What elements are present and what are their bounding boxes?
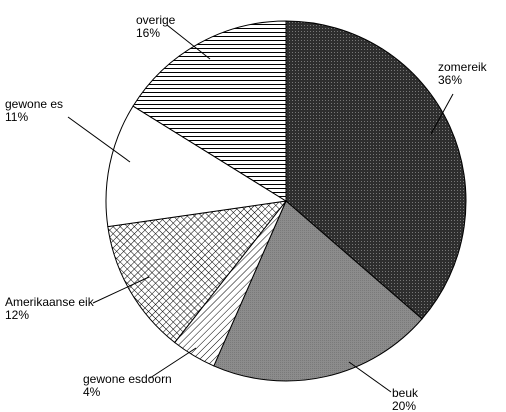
slice-name-label: overige <box>136 13 176 27</box>
slice-name-label: zomereik <box>438 60 488 74</box>
leader-line <box>430 93 454 135</box>
slice-name-label: gewone esdoorn <box>83 372 172 386</box>
slice-name-label: Amerikaanse eik <box>5 295 95 309</box>
slice-name-label: beuk <box>392 386 419 400</box>
pie-slice-overige <box>132 20 287 202</box>
pie-slice-amerikaanse-eik <box>107 200 288 344</box>
leader-line <box>348 361 392 393</box>
pie-slice-beuk <box>213 200 423 382</box>
pie-slice-gewone-es <box>105 105 288 228</box>
slice-percent-label: 4% <box>83 385 101 399</box>
slice-name-label: gewone es <box>5 97 63 111</box>
slice-percent-label: 11% <box>5 110 28 124</box>
pie-slices <box>105 20 467 382</box>
leader-line <box>166 24 211 60</box>
slice-percent-label: 16% <box>136 26 160 40</box>
pie-slice-zomereik <box>285 20 467 320</box>
slice-percent-label: 12% <box>5 308 29 322</box>
slice-percent-label: 20% <box>392 399 416 412</box>
leader-line <box>92 276 150 304</box>
leader-line <box>149 347 197 379</box>
leader-line <box>67 116 131 163</box>
slice-percent-label: 36% <box>438 73 462 87</box>
leader-lines <box>67 24 454 393</box>
